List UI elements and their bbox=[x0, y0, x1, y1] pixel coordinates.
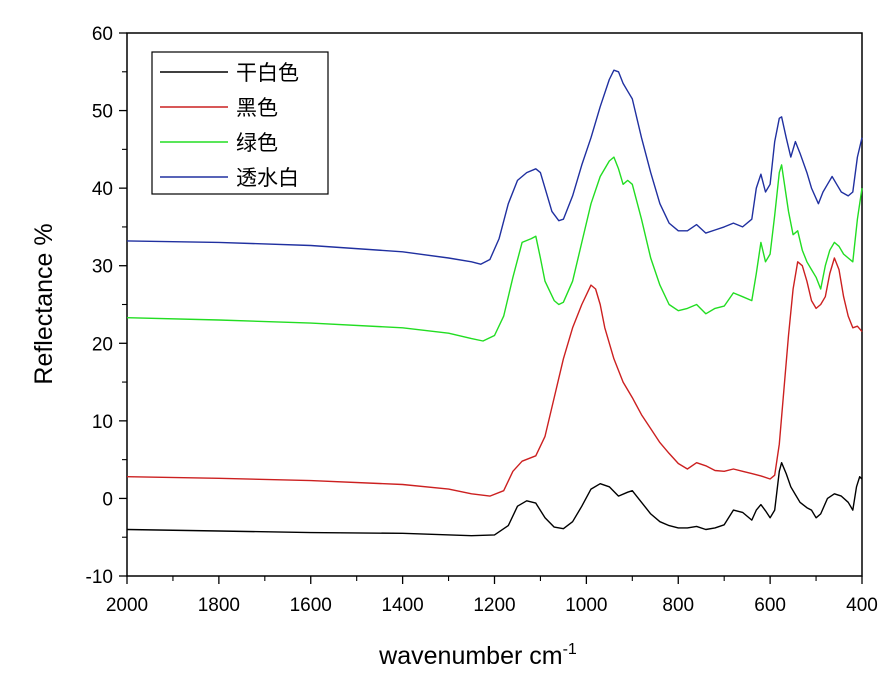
y-tick-label: 50 bbox=[92, 102, 113, 123]
y-axis: -10 0 10 20 30 40 50 60 bbox=[86, 24, 127, 588]
y-axis-title: Reflectance % bbox=[30, 223, 58, 384]
y-tick-label: 40 bbox=[92, 179, 113, 200]
y-tick-label: 0 bbox=[102, 489, 113, 510]
x-tick-label: 1800 bbox=[198, 595, 240, 616]
legend-label-3: 透水白 bbox=[236, 166, 299, 190]
legend-label-2: 绿色 bbox=[236, 131, 278, 155]
x-tick-label: 1200 bbox=[473, 595, 515, 616]
y-tick-label: 20 bbox=[92, 334, 113, 355]
x-tick-label: 1000 bbox=[565, 595, 607, 616]
series-line-3 bbox=[126, 69, 863, 265]
x-tick-label: 800 bbox=[662, 595, 694, 616]
x-axis-title-superscript: -1 bbox=[563, 641, 577, 658]
x-axis-title-main: wavenumber cm bbox=[378, 642, 562, 670]
y-tick-label: -10 bbox=[86, 567, 113, 588]
x-tick-label: 2000 bbox=[106, 595, 148, 616]
x-axis: 2000 1800 1600 1400 1200 1000 800 600 400 bbox=[106, 576, 878, 616]
y-tick-label: 10 bbox=[92, 412, 113, 433]
x-tick-label: 600 bbox=[754, 595, 786, 616]
series-line-1 bbox=[126, 257, 863, 497]
legend-label-1: 黑色 bbox=[236, 96, 278, 120]
series-layer bbox=[126, 69, 863, 537]
y-tick-label: 30 bbox=[92, 257, 113, 278]
series-line-0 bbox=[126, 462, 863, 537]
legend-box bbox=[151, 51, 329, 195]
x-tick-label: 1400 bbox=[381, 595, 423, 616]
legend-label-0: 干白色 bbox=[236, 61, 299, 85]
y-tick-label: 60 bbox=[92, 24, 113, 45]
x-axis-title: wavenumber cm-1 bbox=[378, 641, 577, 670]
series-line-2 bbox=[126, 156, 863, 342]
x-tick-label: 400 bbox=[846, 595, 878, 616]
x-tick-label: 1600 bbox=[290, 595, 332, 616]
